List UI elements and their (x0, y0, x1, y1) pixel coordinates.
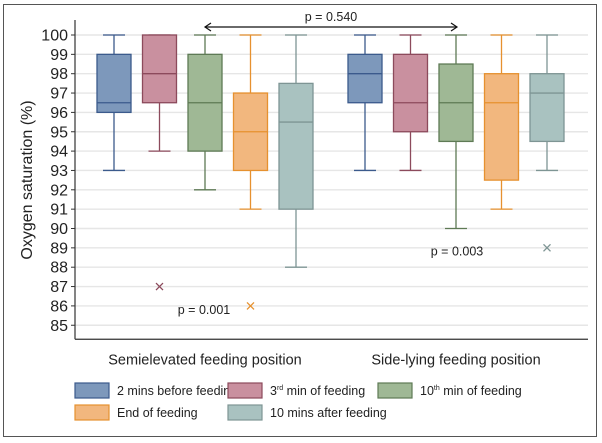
y-axis: 85 86 87 88 89 90 91 92 93 94 95 96 97 98 99 100 Semiele… (41, 20, 588, 368)
outlier-stroke (155, 282, 164, 291)
legend-swatch (227, 404, 263, 421)
y-tick-label: 85 (50, 318, 68, 335)
y-tick-label: 90 (50, 221, 68, 238)
outlier-stroke (246, 301, 255, 310)
y-tick-label: 89 (50, 240, 68, 257)
outlier-marker (543, 243, 551, 252)
legend-label: 10th min of feeding (420, 384, 522, 398)
legend-label: 2 mins before feeding (117, 384, 237, 398)
box-0-4 (278, 34, 314, 268)
annotations: p = 0.540 p = 0.001 p = 0.003 (178, 10, 484, 317)
boxes (96, 34, 565, 310)
y-tick-label: 98 (50, 66, 68, 83)
outlier-stroke (543, 243, 551, 252)
outlier-marker (246, 301, 255, 310)
box-0-0 (96, 34, 132, 172)
box-1-2 (438, 34, 474, 230)
y-tick-label: 97 (50, 86, 68, 103)
legend-item: 10th min of feeding (377, 382, 522, 399)
legend-swatch (377, 382, 413, 399)
box-0-1 (141, 34, 178, 291)
y-tick-label: 100 (41, 28, 68, 45)
box-iqr (529, 73, 565, 143)
box-iqr (278, 82, 314, 210)
y-tick-label: 93 (50, 163, 68, 180)
x-category-label: Side-lying feeding position (371, 352, 540, 368)
box-1-3 (483, 34, 520, 210)
legend-label: 10 mins after feeding (270, 406, 387, 420)
arrow-head-left (203, 22, 212, 32)
y-tick-label: 91 (50, 202, 68, 219)
box-0-3 (232, 34, 269, 310)
legend: 2 mins before feeding 3rd min of feeding 1… (74, 382, 522, 421)
y-tick-label: 96 (50, 105, 68, 122)
p-value-arrow: p = 0.540 (203, 10, 459, 32)
legend-label: End of feeding (117, 406, 198, 420)
arrow-head-right (450, 22, 459, 32)
legend-swatch (74, 382, 110, 399)
p-value-label: p = 0.001 (178, 303, 231, 317)
box-iqr (392, 53, 429, 133)
y-tick-label: 92 (50, 182, 68, 199)
box-iqr (483, 73, 520, 181)
box-1-1 (392, 34, 429, 172)
box-iqr (96, 53, 132, 114)
outlier-marker (155, 282, 164, 291)
p-value-label: p = 0.540 (305, 10, 358, 24)
legend-label: 3rd min of feeding (270, 384, 365, 398)
legend-swatch (74, 404, 110, 421)
y-tick-label: 87 (50, 279, 68, 296)
legend-item: 2 mins before feeding (74, 382, 237, 399)
box-0-2 (187, 34, 223, 191)
y-tick-label: 94 (50, 144, 68, 161)
y-tick-label: 88 (50, 260, 68, 277)
y-axis-label: Oxygen saturation (%) (19, 100, 36, 259)
p-value-label: p = 0.003 (431, 245, 484, 259)
box-iqr (347, 53, 383, 104)
y-tick-label: 99 (50, 47, 68, 64)
x-category-label: Semielevated feeding position (108, 352, 301, 368)
legend-item: 3rd min of feeding (227, 382, 365, 399)
legend-swatch (227, 382, 263, 399)
box-iqr (141, 34, 178, 104)
box-1-0 (347, 34, 383, 172)
box-1-4 (529, 34, 565, 252)
legend-item: End of feeding (74, 404, 198, 421)
legend-item: 10 mins after feeding (227, 404, 387, 421)
y-tick-label: 86 (50, 298, 68, 315)
y-tick-label: 95 (50, 124, 68, 141)
